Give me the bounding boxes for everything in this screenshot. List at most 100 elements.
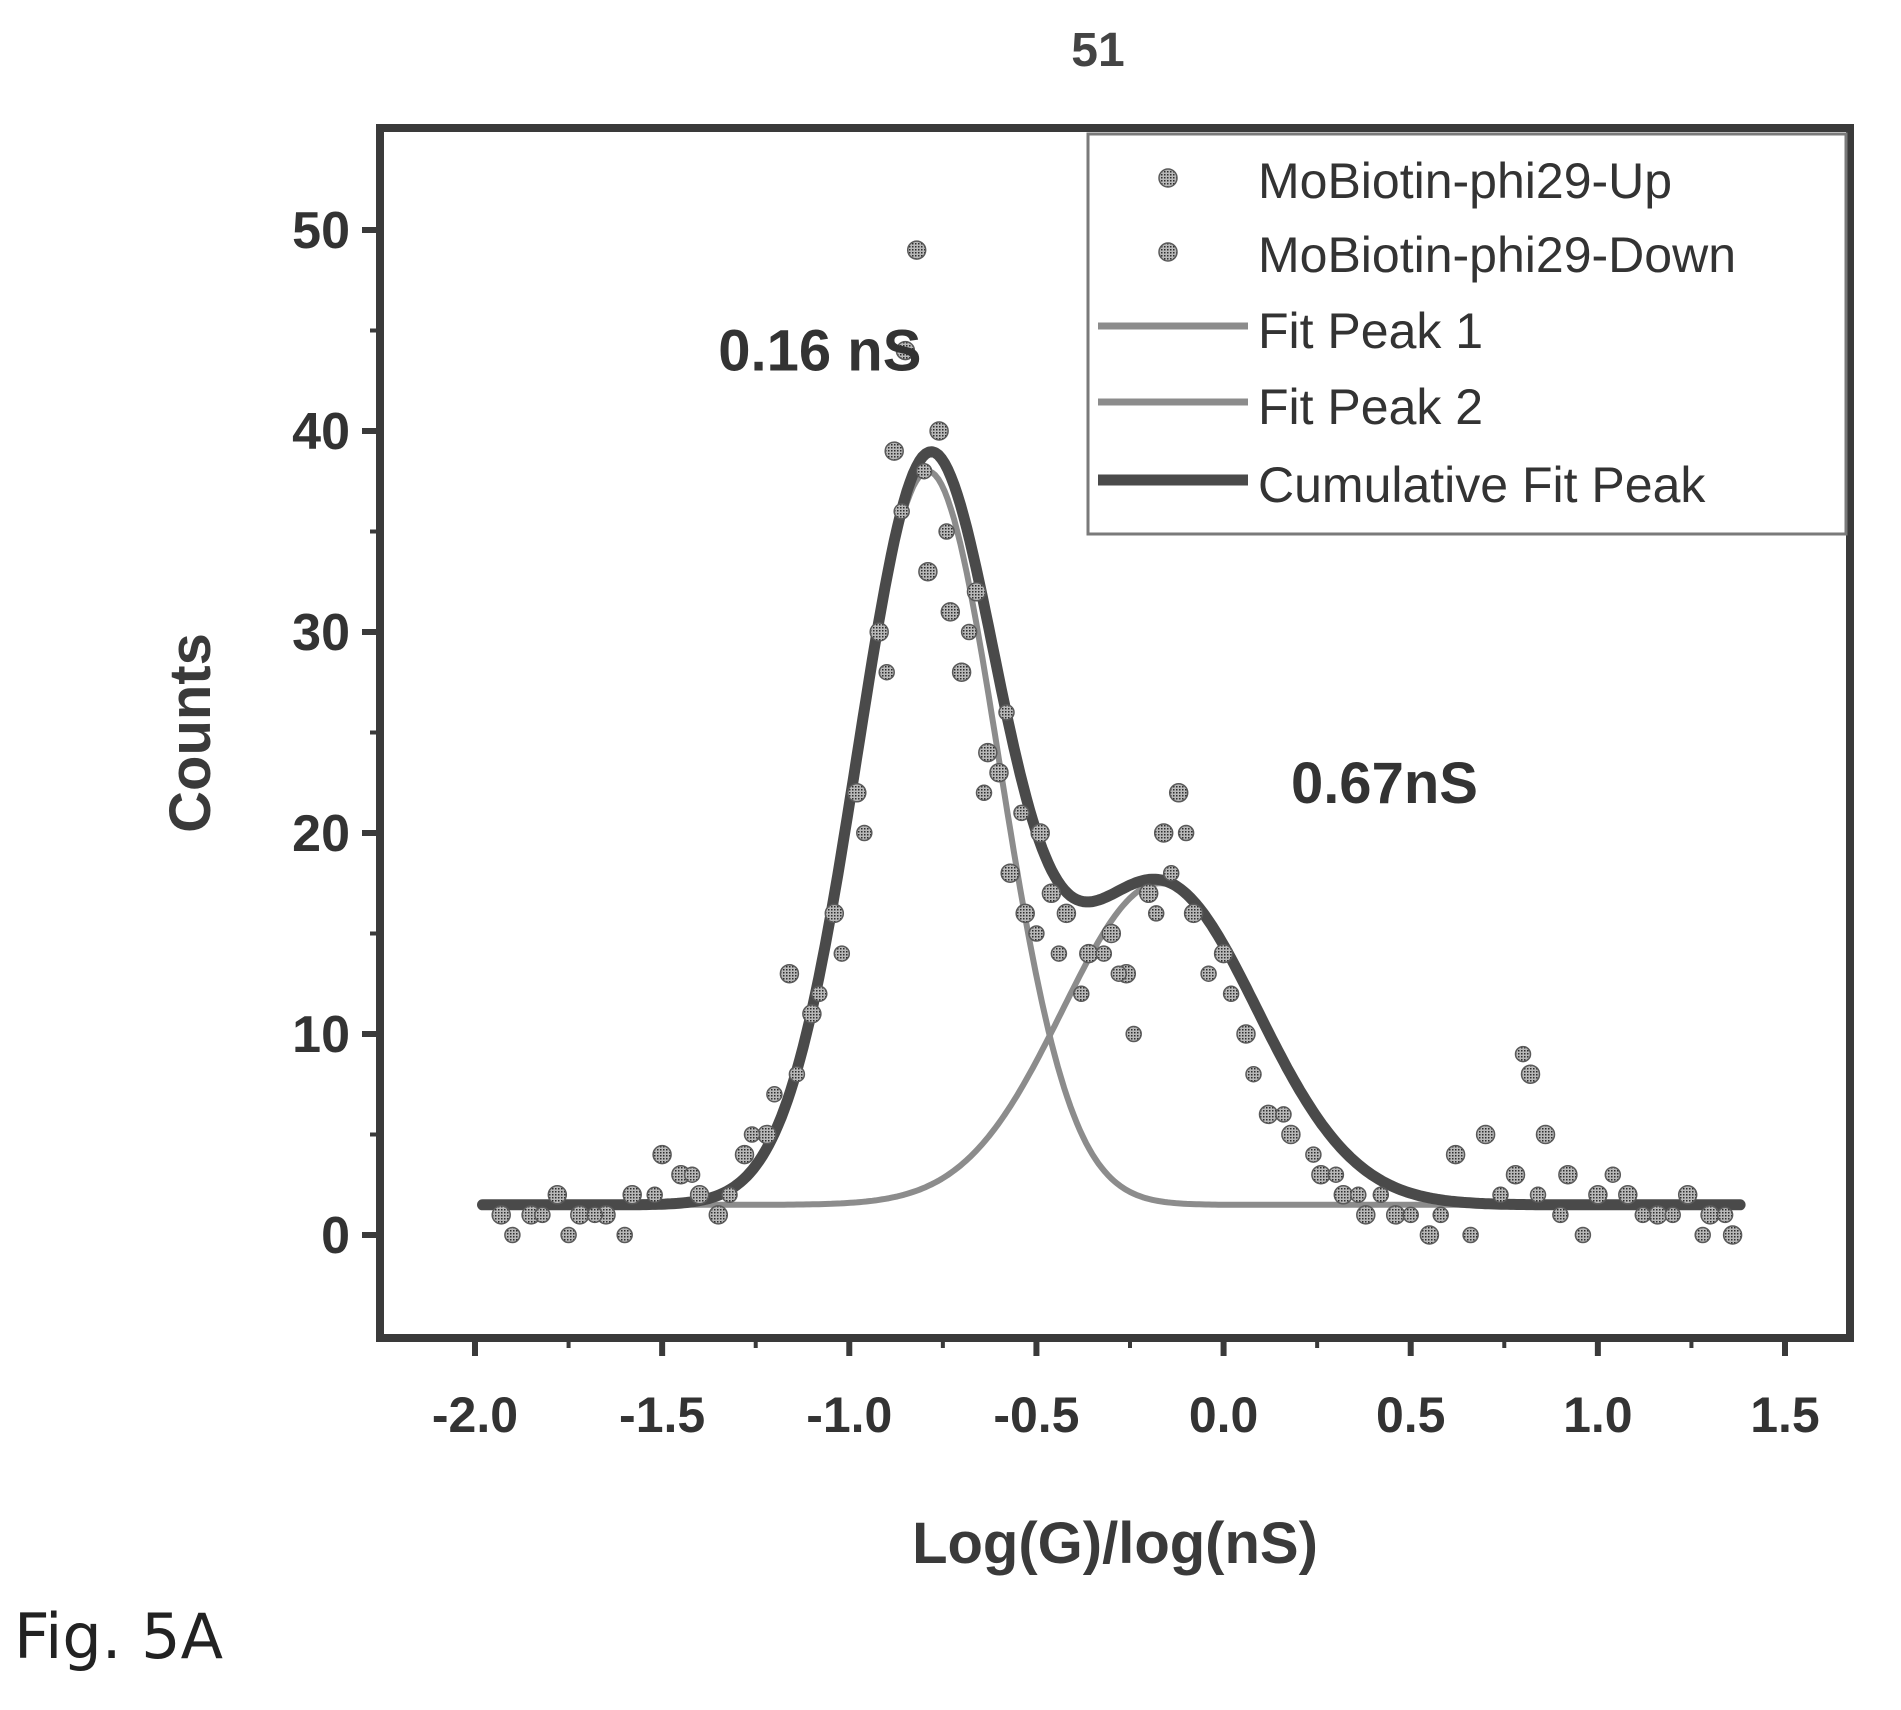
data-point-down <box>1402 1206 1419 1224</box>
data-point-up <box>869 622 889 642</box>
data-point-down <box>915 462 933 480</box>
data-point-down <box>1050 945 1068 962</box>
data-point-down <box>1716 1206 1734 1224</box>
data-point-down <box>833 945 851 962</box>
data-point-down <box>1245 1065 1262 1083</box>
y-tick-label: 30 <box>292 604 350 662</box>
data-point-up <box>1101 923 1122 944</box>
data-point-up <box>1213 943 1234 964</box>
data-point-down <box>534 1206 551 1224</box>
data-point-up <box>951 662 972 682</box>
data-point-down <box>1177 824 1195 842</box>
x-axis-ticks: -2.0 -1.5 -1.0 -0.5 0.0 0.5 1.0 1.5 <box>432 1338 1820 1443</box>
data-point-up <box>1258 1104 1279 1125</box>
y-tick-label: 0 <box>321 1207 350 1265</box>
data-point-down <box>616 1226 633 1244</box>
data-point-up <box>1700 1205 1720 1225</box>
data-point-down <box>1350 1186 1367 1204</box>
data-point-down <box>1574 1226 1592 1244</box>
data-point-up <box>1281 1124 1301 1145</box>
data-point-up <box>1168 783 1189 803</box>
x-tick-label: 0.0 <box>1189 1387 1259 1443</box>
data-point-down <box>1222 985 1240 1003</box>
y-axis-title: Counts <box>158 633 223 833</box>
data-point-down <box>1514 1045 1532 1063</box>
x-axis-title: Log(G)/log(nS) <box>912 1511 1318 1576</box>
data-point-up <box>734 1144 755 1165</box>
data-point-down <box>1125 1025 1142 1043</box>
scatter-markers <box>491 240 1743 1245</box>
data-point-down <box>1013 804 1030 822</box>
data-point-up <box>1419 1225 1440 1245</box>
y-axis-ticks: 0 10 20 30 40 50 <box>292 202 380 1265</box>
data-point-down <box>1305 1146 1322 1163</box>
data-point-up <box>906 240 927 260</box>
x-tick-label: -1.5 <box>619 1387 705 1443</box>
data-point-down <box>893 503 910 520</box>
data-point-up <box>1183 903 1204 924</box>
data-point-up <box>1236 1024 1256 1044</box>
legend-label: MoBiotin-phi29-Up <box>1258 153 1672 209</box>
data-point-up <box>940 602 961 622</box>
data-point-up <box>547 1185 568 1205</box>
data-point-up <box>884 441 904 461</box>
data-point-up <box>824 903 845 924</box>
fit-line-cumulative-fit-peak <box>477 446 1746 1211</box>
data-point-up <box>1505 1164 1526 1185</box>
data-point-down <box>1327 1166 1345 1183</box>
data-point-up <box>1385 1205 1406 1225</box>
x-tick-label: -1.0 <box>806 1387 892 1443</box>
data-point-down <box>1552 1206 1569 1224</box>
data-point-down <box>856 824 873 842</box>
x-tick-label: 0.5 <box>1376 1387 1446 1443</box>
legend-label: Cumulative Fit Peak <box>1258 457 1706 513</box>
figure-caption: Fig. 5A <box>14 1600 224 1673</box>
data-point-up <box>1041 883 1062 904</box>
data-point-up <box>757 1124 777 1145</box>
data-point-down <box>1664 1206 1681 1224</box>
x-tick-label: 1.5 <box>1750 1387 1820 1443</box>
data-point-down <box>743 1126 761 1143</box>
plot-area: -2.0 -1.5 -1.0 -0.5 0.0 0.5 1.0 1.5 0 10 20 30 40 50… <box>292 124 1854 1443</box>
data-point-up <box>652 1144 672 1165</box>
data-point-up <box>1520 1064 1541 1084</box>
data-point-up <box>978 742 998 763</box>
data-point-up <box>1618 1185 1638 1205</box>
data-point-down <box>1492 1186 1509 1204</box>
data-point-down <box>504 1226 521 1244</box>
data-point-down <box>1462 1226 1479 1244</box>
legend-box <box>1086 132 1848 536</box>
data-point-up <box>1153 823 1174 843</box>
data-point-up <box>1311 1164 1331 1185</box>
fit-line-fit-peak-1 <box>479 468 1744 1208</box>
data-point-up <box>1677 1185 1698 1205</box>
data-point-up <box>1000 863 1020 883</box>
data-point-down <box>1432 1206 1449 1224</box>
data-point-up <box>1333 1185 1354 1205</box>
data-point-up <box>966 582 987 602</box>
legend: MoBiotin-phi29-Up MoBiotin-phi29-Down Fit … <box>1086 132 1848 536</box>
data-point-up <box>1138 883 1159 904</box>
data-point-down <box>878 663 895 681</box>
data-point-up <box>708 1205 729 1225</box>
data-point-up <box>689 1185 710 1205</box>
data-point-down <box>1529 1186 1547 1204</box>
data-point-down <box>721 1186 738 1204</box>
data-point-up <box>1558 1164 1578 1185</box>
fit-lines <box>477 446 1746 1211</box>
data-point-down <box>998 704 1015 721</box>
annotations: 0.16 nS 0.67nS <box>718 319 1478 816</box>
data-point-up <box>491 1205 511 1225</box>
figure-number: 51 <box>1071 24 1124 77</box>
data-point-up <box>895 340 916 361</box>
data-point-up <box>1588 1185 1608 1205</box>
data-point-down <box>1073 985 1090 1003</box>
data-point-up <box>1475 1124 1496 1145</box>
data-point-down <box>1095 945 1113 962</box>
peak-annotation: 0.67nS <box>1291 751 1478 816</box>
data-point-up <box>1647 1205 1668 1225</box>
data-point-up <box>918 561 938 582</box>
data-point-up <box>622 1185 642 1205</box>
data-point-down <box>560 1226 577 1244</box>
